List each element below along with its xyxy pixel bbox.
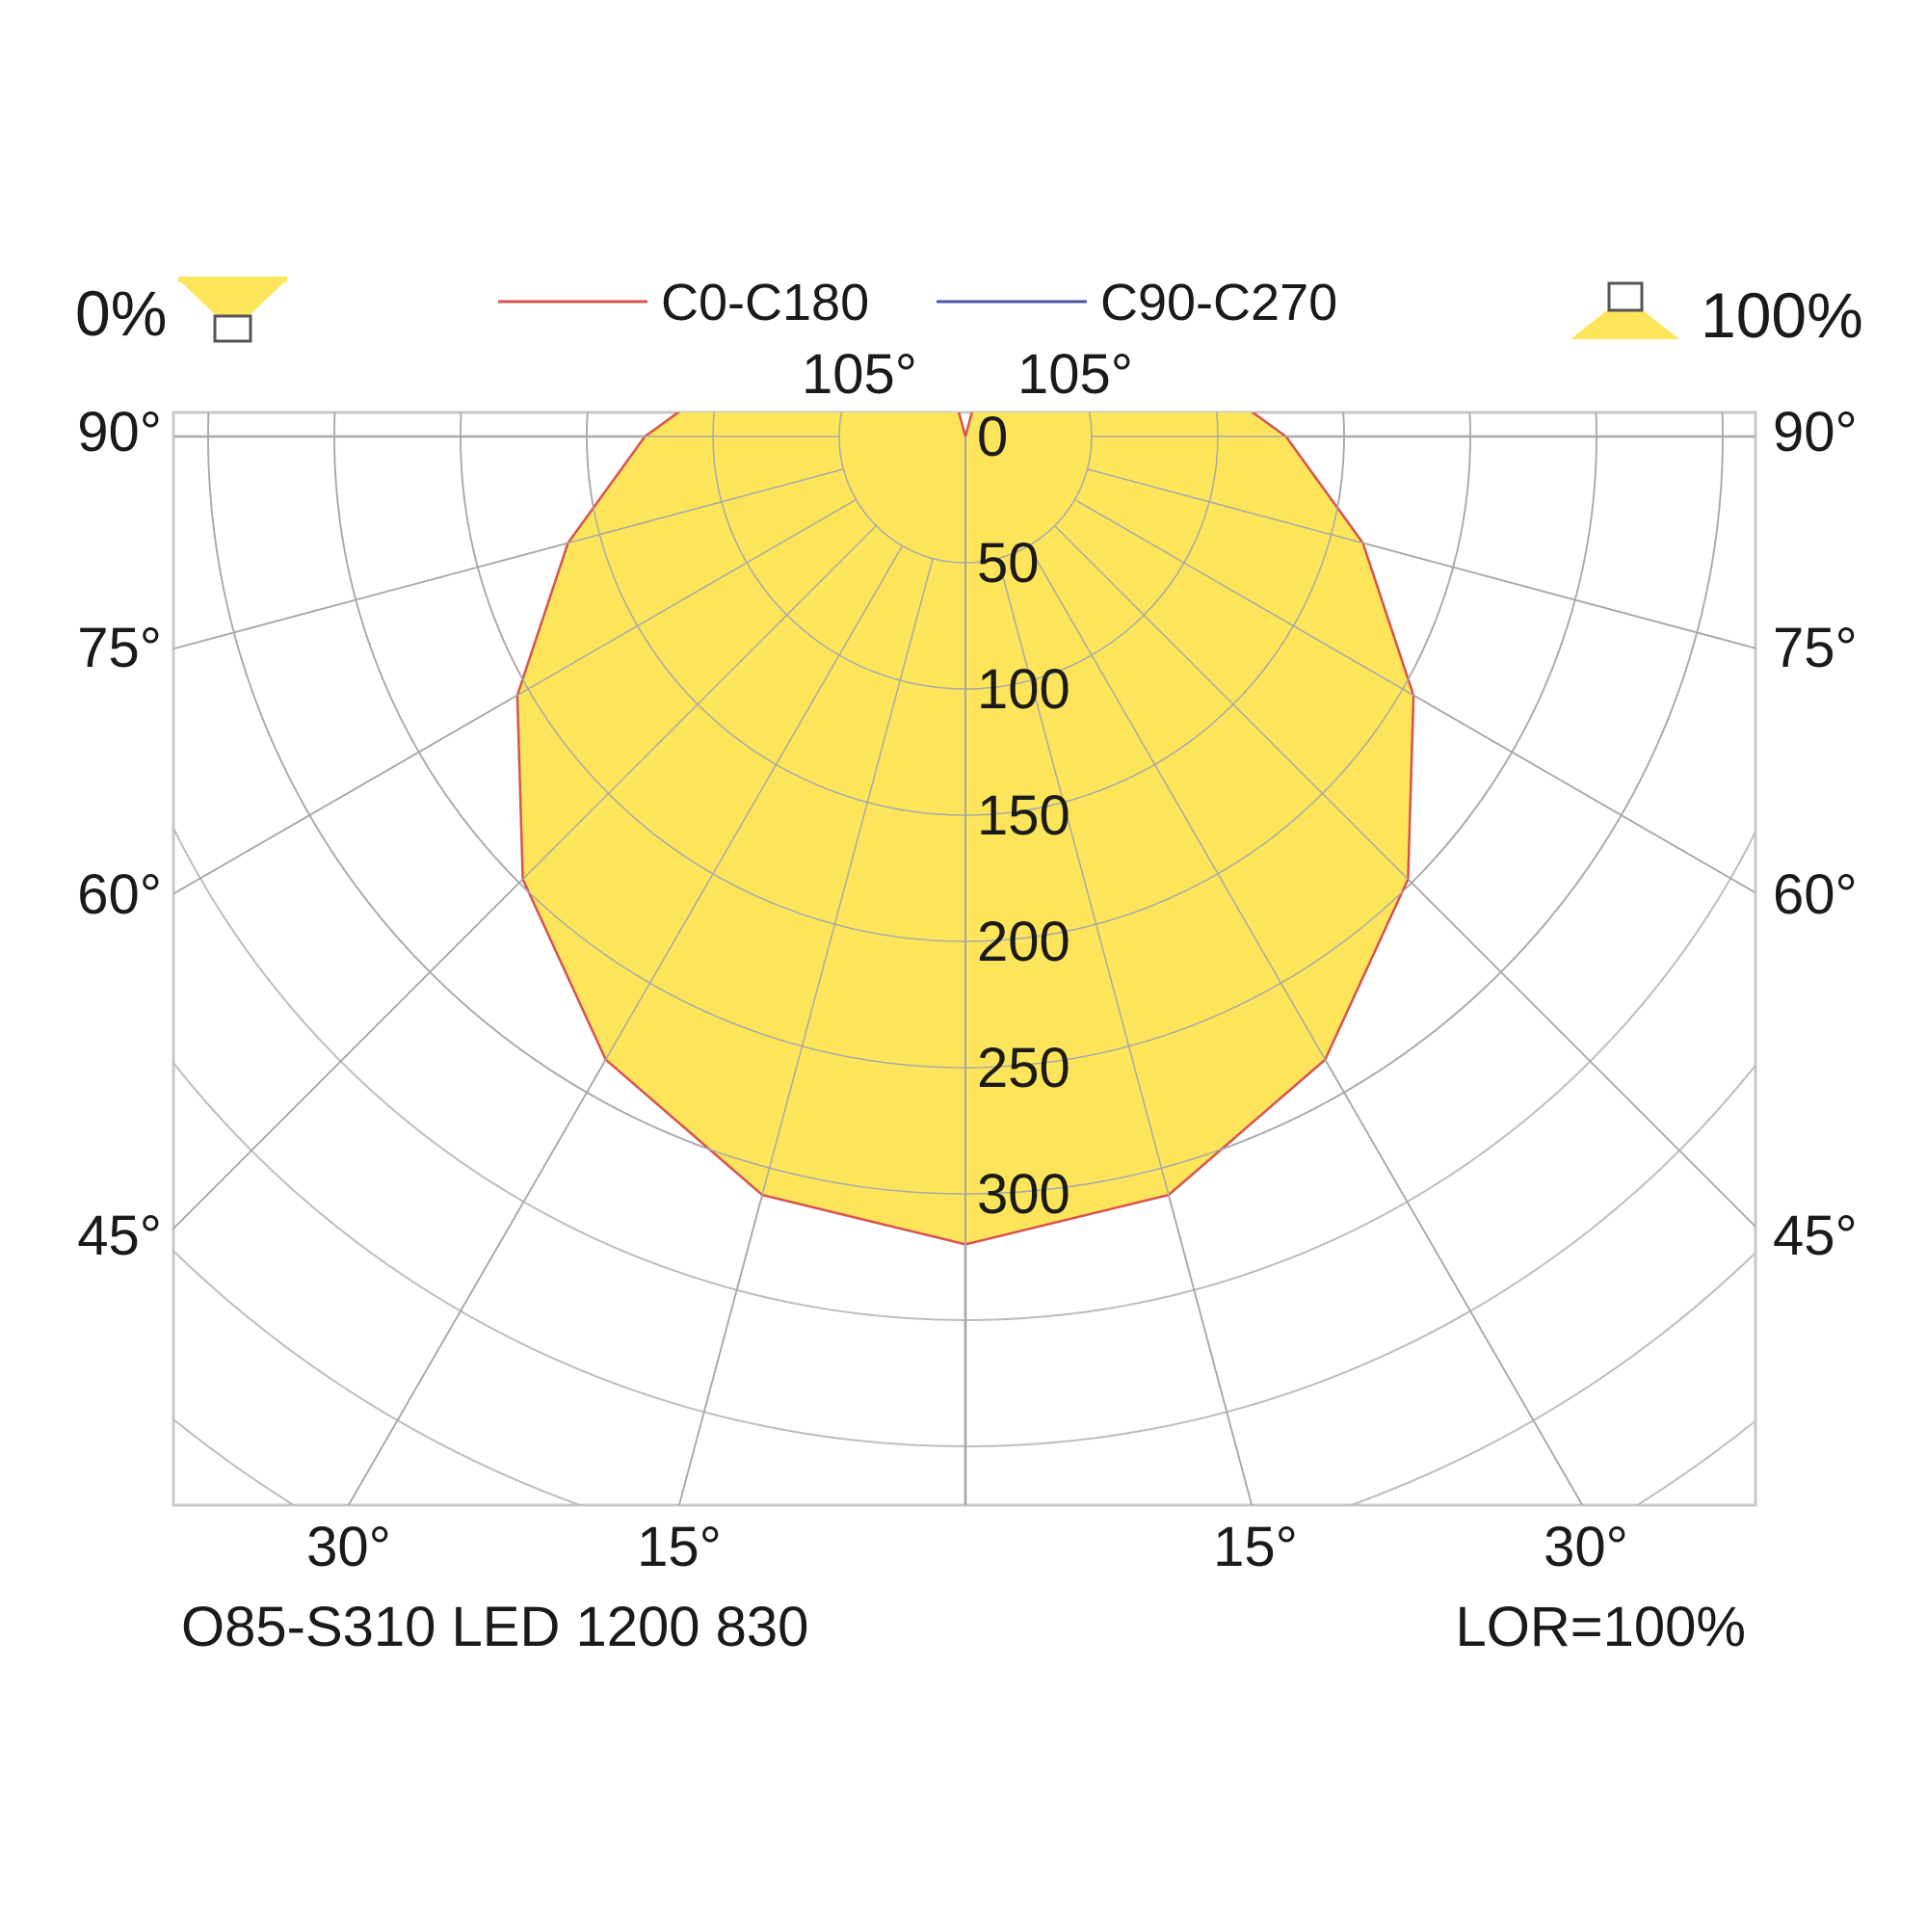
radial-tick-label: 100 bbox=[977, 658, 1070, 721]
uplight-icon bbox=[1571, 281, 1679, 339]
downlight-icon bbox=[178, 277, 287, 343]
angle-label-left: 45° bbox=[77, 1204, 162, 1267]
radial-tick-label: 50 bbox=[977, 532, 1040, 595]
grid-spoke-overlay bbox=[173, 468, 844, 650]
angle-label-top: 105° bbox=[1017, 343, 1133, 406]
grid-spoke-overlay bbox=[678, 558, 934, 1505]
downward-percent-label: 0% bbox=[75, 278, 167, 349]
grid-spoke-overlay bbox=[1074, 498, 1755, 894]
radial-tick-label: 200 bbox=[977, 911, 1070, 973]
grid-spoke-overlay bbox=[347, 545, 904, 1505]
angle-label-bottom: 15° bbox=[637, 1516, 722, 1578]
grid-spoke bbox=[1088, 88, 1927, 404]
angle-label-left: 90° bbox=[77, 401, 162, 463]
grid-spoke bbox=[998, 0, 1314, 314]
legend: 0% C0-C180 C90-C270 100% bbox=[75, 274, 1863, 351]
grid-spoke bbox=[617, 0, 933, 314]
radial-tick-label: 0 bbox=[977, 406, 1008, 468]
angle-label-left: 60° bbox=[77, 863, 162, 926]
grid-spoke-overlay bbox=[1027, 545, 1584, 1505]
grid-spoke-overlay bbox=[997, 558, 1253, 1505]
angle-label-left: 75° bbox=[77, 617, 162, 679]
angle-label-right: 45° bbox=[1773, 1204, 1858, 1267]
grid-spoke bbox=[0, 88, 843, 404]
angle-label-right: 75° bbox=[1773, 617, 1858, 679]
axis-labels: 0 50 100 150 200 250 300 90° 75° 60° 45° 90° 75° 60° 4… bbox=[77, 343, 1857, 1578]
grid-overlay bbox=[173, 412, 1755, 1505]
radial-tick-label: 250 bbox=[977, 1037, 1070, 1099]
grid-spoke-overlay bbox=[1054, 525, 1755, 1229]
angle-label-bottom: 30° bbox=[1544, 1516, 1628, 1578]
grid-spoke-overlay bbox=[173, 525, 877, 1231]
angle-label-right: 90° bbox=[1773, 401, 1858, 463]
lor-label: LOR=100% bbox=[1456, 1596, 1746, 1658]
luminaire-name: O85-S310 LED 1200 830 bbox=[181, 1596, 808, 1658]
intensity-curves bbox=[173, 412, 1755, 1505]
legend-label-c0-c180: C0-C180 bbox=[661, 274, 869, 331]
angle-label-bottom: 15° bbox=[1213, 1516, 1298, 1578]
radial-tick-label: 150 bbox=[977, 784, 1070, 847]
grid-spoke-overlay bbox=[1087, 468, 1755, 649]
angle-label-top: 105° bbox=[802, 343, 917, 406]
angle-label-right: 60° bbox=[1773, 863, 1858, 926]
angle-label-bottom: 30° bbox=[306, 1516, 391, 1578]
radial-tick-label: 300 bbox=[977, 1163, 1070, 1226]
upward-percent-label: 100% bbox=[1701, 279, 1863, 351]
grid-spoke-overlay bbox=[173, 498, 857, 895]
legend-label-c90-c270: C90-C270 bbox=[1100, 274, 1337, 331]
